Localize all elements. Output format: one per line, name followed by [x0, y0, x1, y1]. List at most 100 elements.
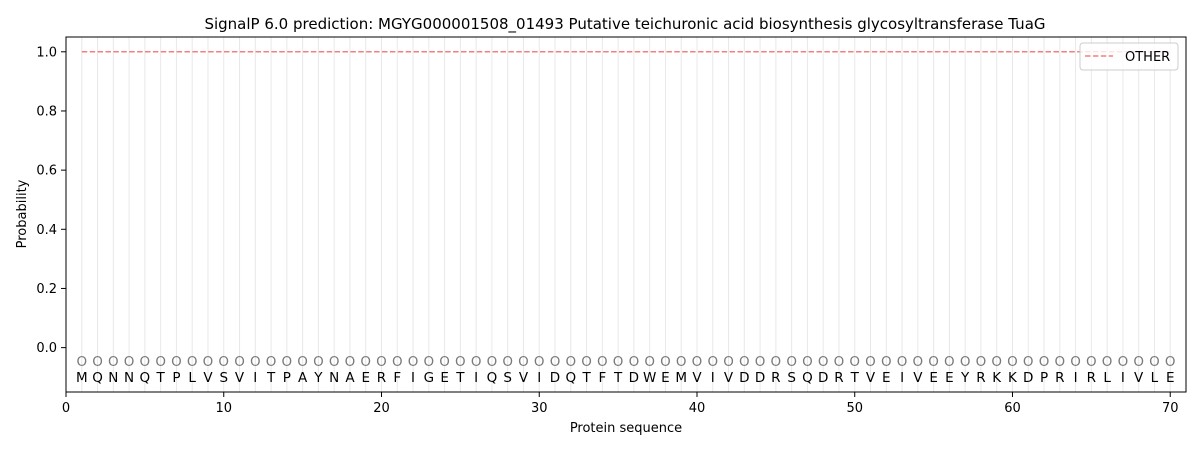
legend: OTHER — [1079, 42, 1179, 71]
sequence-letter-43: D — [739, 370, 749, 386]
predicted-label-35: O — [613, 354, 624, 370]
legend-other-label: OTHER — [1125, 50, 1170, 65]
predicted-label-63: O — [1054, 354, 1065, 370]
sequence-letter-26: I — [474, 370, 478, 386]
predicted-label-21: O — [392, 354, 403, 370]
predicted-label-8: O — [187, 354, 198, 370]
y-tick-label-0.4: 0.4 — [36, 223, 57, 238]
sequence-letter-13: T — [266, 370, 276, 386]
predicted-label-22: O — [408, 354, 419, 370]
sequence-letter-60: K — [1008, 370, 1018, 386]
x-tick-label-40: 40 — [689, 401, 706, 416]
x-tick-label-50: 50 — [846, 401, 863, 416]
sequence-letter-54: V — [913, 370, 923, 386]
predicted-label-27: O — [487, 354, 498, 370]
predicted-label-66: O — [1102, 354, 1113, 370]
sequence-letter-62: P — [1040, 370, 1048, 386]
sequence-letter-56: E — [945, 370, 954, 386]
chart-title: SignalP 6.0 prediction: MGYG000001508_01… — [204, 15, 1045, 34]
sequence-letter-7: P — [172, 370, 180, 386]
predicted-label-48: O — [818, 354, 829, 370]
predicted-label-30: O — [534, 354, 545, 370]
predicted-label-43: O — [739, 354, 750, 370]
predicted-label-39: O — [676, 354, 687, 370]
predicted-label-54: O — [913, 354, 924, 370]
x-axis-label: Protein sequence — [570, 421, 682, 436]
sequence-letter-11: V — [235, 370, 245, 386]
sequence-letter-3: N — [108, 370, 118, 386]
sequence-letter-4: N — [124, 370, 134, 386]
sequence-letter-16: Y — [313, 370, 323, 386]
predicted-label-67: O — [1118, 354, 1129, 370]
predicted-label-25: O — [455, 354, 466, 370]
predicted-label-28: O — [502, 354, 513, 370]
predicted-label-38: O — [660, 354, 671, 370]
sequence-letter-53: I — [900, 370, 904, 386]
predicted-label-13: O — [266, 354, 277, 370]
sequence-letter-47: Q — [802, 370, 813, 386]
sequence-letter-33: T — [581, 370, 591, 386]
predicted-label-32: O — [565, 354, 576, 370]
predicted-label-3: O — [108, 354, 119, 370]
predicted-label-57: O — [960, 354, 971, 370]
predicted-label-60: O — [1007, 354, 1018, 370]
predicted-label-64: O — [1070, 354, 1081, 370]
x-tick-label-60: 60 — [1004, 401, 1021, 416]
sequence-letter-63: R — [1055, 370, 1064, 386]
sequence-letter-31: D — [550, 370, 560, 386]
sequence-letter-68: V — [1134, 370, 1144, 386]
sequence-letter-29: V — [519, 370, 529, 386]
sequence-letter-25: T — [455, 370, 465, 386]
sequence-letter-39: M — [675, 370, 687, 386]
sequence-letter-46: S — [787, 370, 796, 386]
predicted-label-52: O — [881, 354, 892, 370]
sequence-letter-44: D — [755, 370, 765, 386]
predicted-label-65: O — [1086, 354, 1097, 370]
sequence-letter-34: F — [598, 370, 606, 386]
predicted-label-47: O — [802, 354, 813, 370]
x-tick-label-70: 70 — [1162, 401, 1179, 416]
predicted-label-42: O — [723, 354, 734, 370]
sequence-letter-69: L — [1151, 370, 1159, 386]
y-tick-label-1.0: 1.0 — [36, 45, 57, 60]
predicted-label-62: O — [1039, 354, 1050, 370]
sequence-letter-59: K — [992, 370, 1002, 386]
sequence-letter-1: M — [76, 370, 88, 386]
predicted-label-31: O — [550, 354, 561, 370]
sequence-letter-35: T — [613, 370, 623, 386]
sequence-letter-30: I — [537, 370, 541, 386]
grid-lines — [81, 37, 1171, 392]
sequence-letter-55: E — [929, 370, 938, 386]
y-tick-label-0.2: 0.2 — [36, 282, 57, 297]
sequence-letter-38: E — [661, 370, 670, 386]
predicted-label-58: O — [976, 354, 987, 370]
sequence-letter-45: R — [771, 370, 780, 386]
predicted-label-33: O — [581, 354, 592, 370]
predicted-label-7: O — [171, 354, 182, 370]
predicted-label-29: O — [518, 354, 529, 370]
sequence-letter-14: P — [283, 370, 291, 386]
predicted-label-56: O — [944, 354, 955, 370]
predicted-label-55: O — [928, 354, 939, 370]
predicted-label-50: O — [849, 354, 860, 370]
sequence-letter-32: Q — [565, 370, 576, 386]
predicted-label-10: O — [218, 354, 229, 370]
y-tick-label-0.6: 0.6 — [36, 164, 57, 179]
sequence-letter-23: G — [424, 370, 434, 386]
predicted-label-36: O — [629, 354, 640, 370]
predicted-label-26: O — [471, 354, 482, 370]
predicted-label-4: O — [124, 354, 135, 370]
predicted-label-1: O — [76, 354, 87, 370]
sequence-letter-2: Q — [92, 370, 103, 386]
predicted-label-18: O — [345, 354, 356, 370]
sequence-letter-19: E — [361, 370, 370, 386]
predicted-label-16: O — [313, 354, 324, 370]
predicted-label-61: O — [1023, 354, 1034, 370]
predicted-label-44: O — [755, 354, 766, 370]
sequence-letter-70: E — [1166, 370, 1175, 386]
y-tick-label-0.0: 0.0 — [36, 341, 57, 356]
sequence-letter-10: S — [219, 370, 228, 386]
